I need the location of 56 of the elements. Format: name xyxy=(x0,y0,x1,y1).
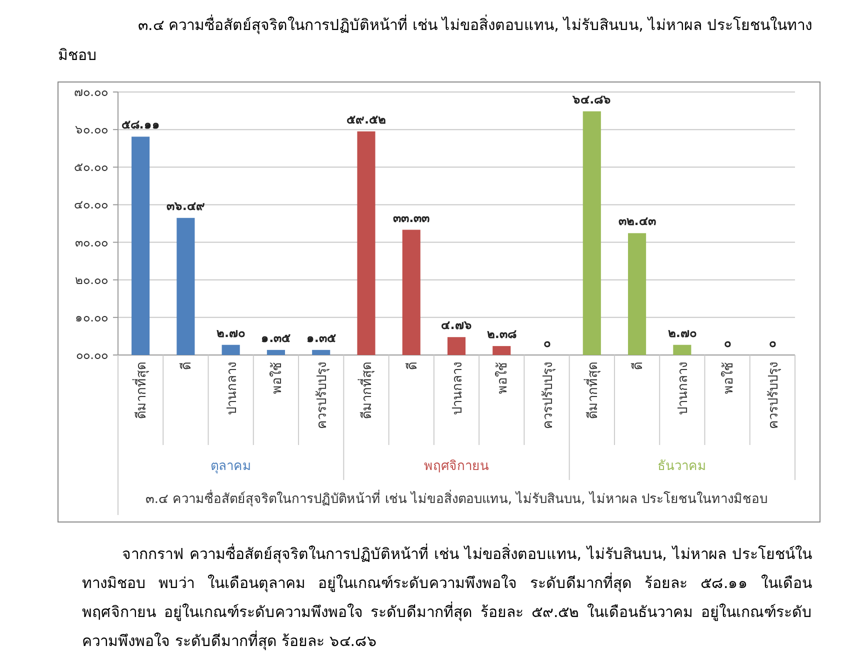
y-tick-label: ๔๐.๐๐ xyxy=(74,198,108,212)
data-label: ๒.๗๐ xyxy=(216,326,246,340)
x-tick-label: ควรปรับปรุง xyxy=(540,362,556,429)
x-tick-label: ปานกลาง xyxy=(676,362,692,415)
bar xyxy=(222,344,240,355)
bar xyxy=(447,337,466,355)
x-tick-label: ปานกลาง xyxy=(450,362,466,415)
data-label: ๕๘.๑๑ xyxy=(121,118,160,132)
y-tick-label: ๐๐.๐๐ xyxy=(76,348,108,362)
y-tick-label: ๑๐.๐๐ xyxy=(75,310,108,324)
x-tick-label: ปานกลาง xyxy=(224,362,240,415)
bar xyxy=(132,136,150,355)
text: ธันวาคม xyxy=(658,459,707,474)
data-label: ๑.๓๕ xyxy=(306,330,336,345)
data-label: ๓๒.๔๓ xyxy=(618,214,656,228)
x-tick-label: ดี xyxy=(630,362,646,370)
data-label: ๐ xyxy=(768,336,776,350)
data-label: ๒.๓๘ xyxy=(486,327,516,342)
data-label: ๓๖.๔๙ xyxy=(166,198,205,213)
data-label: ๓๓.๓๓ xyxy=(393,210,430,225)
x-tick-label: ดีมากที่สุด xyxy=(358,362,376,419)
x-tick-label: พอใช้ xyxy=(720,362,736,394)
chart-title: ๓.๔ ความซื่อสัตย์สุจริตในการปฏิบัติหน้าที่ เช่น ไม่ขอสิ่งตอบแทน, ไม่รับสินบน, ไม่หาผล ประโยชนในทางมิชอบ xyxy=(58,16,812,64)
bar xyxy=(673,344,692,355)
x-tick-label: ดีมากที่สุด xyxy=(132,362,150,419)
data-label: ๐ xyxy=(543,336,550,350)
bar xyxy=(176,218,195,355)
text: พฤศจิกายน xyxy=(424,459,489,474)
x-tick-label: ดีมากที่สุด xyxy=(584,362,601,419)
data-label: ๑.๓๕ xyxy=(261,330,291,345)
bar xyxy=(628,233,646,355)
y-tick-label: ๓๐.๐๐ xyxy=(75,235,108,250)
bar xyxy=(266,350,285,355)
x-tick-label: พอใช้ xyxy=(268,362,285,394)
x-tick-label: ดี xyxy=(178,362,195,370)
text: ตุลาคม xyxy=(210,459,252,474)
y-tick-label: ๒๐.๐๐ xyxy=(75,272,108,287)
y-tick-label: ๖๐.๐๐ xyxy=(75,122,108,137)
text: ๓.๔ ความซื่อสัตย์สุจริตในการปฏิบัติหน้าที่ เช่น ไม่ขอสิ่งตอบแทน, ไม่รับสินบน, ไม่หาผล ประโยชนในทางมิชอบ xyxy=(145,490,768,507)
data-label: ๐ xyxy=(724,336,731,350)
text: จากกราฟ ความซื่อสัตย์สุจริตในการปฏิบัติหน้าที่ เช่น ไม่ขอสิ่งตอบแทน, ไม่รับสินบน, ไม่หาผล ประโยชน์ในทางมิชอบ พบว่า ในเดือนตุลาคม อยู่ในเกณฑ์ระดับความพึงพอใจ ระดับดีมากที่สุด ร้อยละ ๕๘.๑๑ ในเดือนพฤศจิกายน อยู่ในเกณฑ์ระดับความพึงพอใจ ระดับดีมากที่สุด ร้อยละ ๕๙.๕๒ ในเดือนธันวาคม อยู่ในเกณฑ์ระดับความพึงพอใจ ระดับดีมากที่สุด ร้อยละ ๖๔.๘๖ xyxy=(82,542,812,652)
x-tick-label: พอใช้ xyxy=(494,362,511,394)
data-label: ๒.๗๐ xyxy=(668,326,696,340)
data-label: ๖๔.๘๖ xyxy=(572,92,612,106)
data-label: ๕๙.๕๒ xyxy=(346,112,386,126)
bar xyxy=(312,350,330,355)
bar xyxy=(357,131,376,355)
data-label: ๔.๗๖ xyxy=(441,318,472,332)
y-tick-label: ๕๐.๐๐ xyxy=(74,160,108,174)
x-tick-label: ดี xyxy=(404,362,420,370)
bar xyxy=(402,230,420,355)
bar xyxy=(492,346,511,355)
x-tick-label: ควรปรับปรุง xyxy=(315,362,330,429)
bar xyxy=(582,111,601,355)
x-tick-label: ควรปรับปรุง xyxy=(766,362,782,429)
y-tick-label: ๗๐.๐๐ xyxy=(74,85,108,99)
